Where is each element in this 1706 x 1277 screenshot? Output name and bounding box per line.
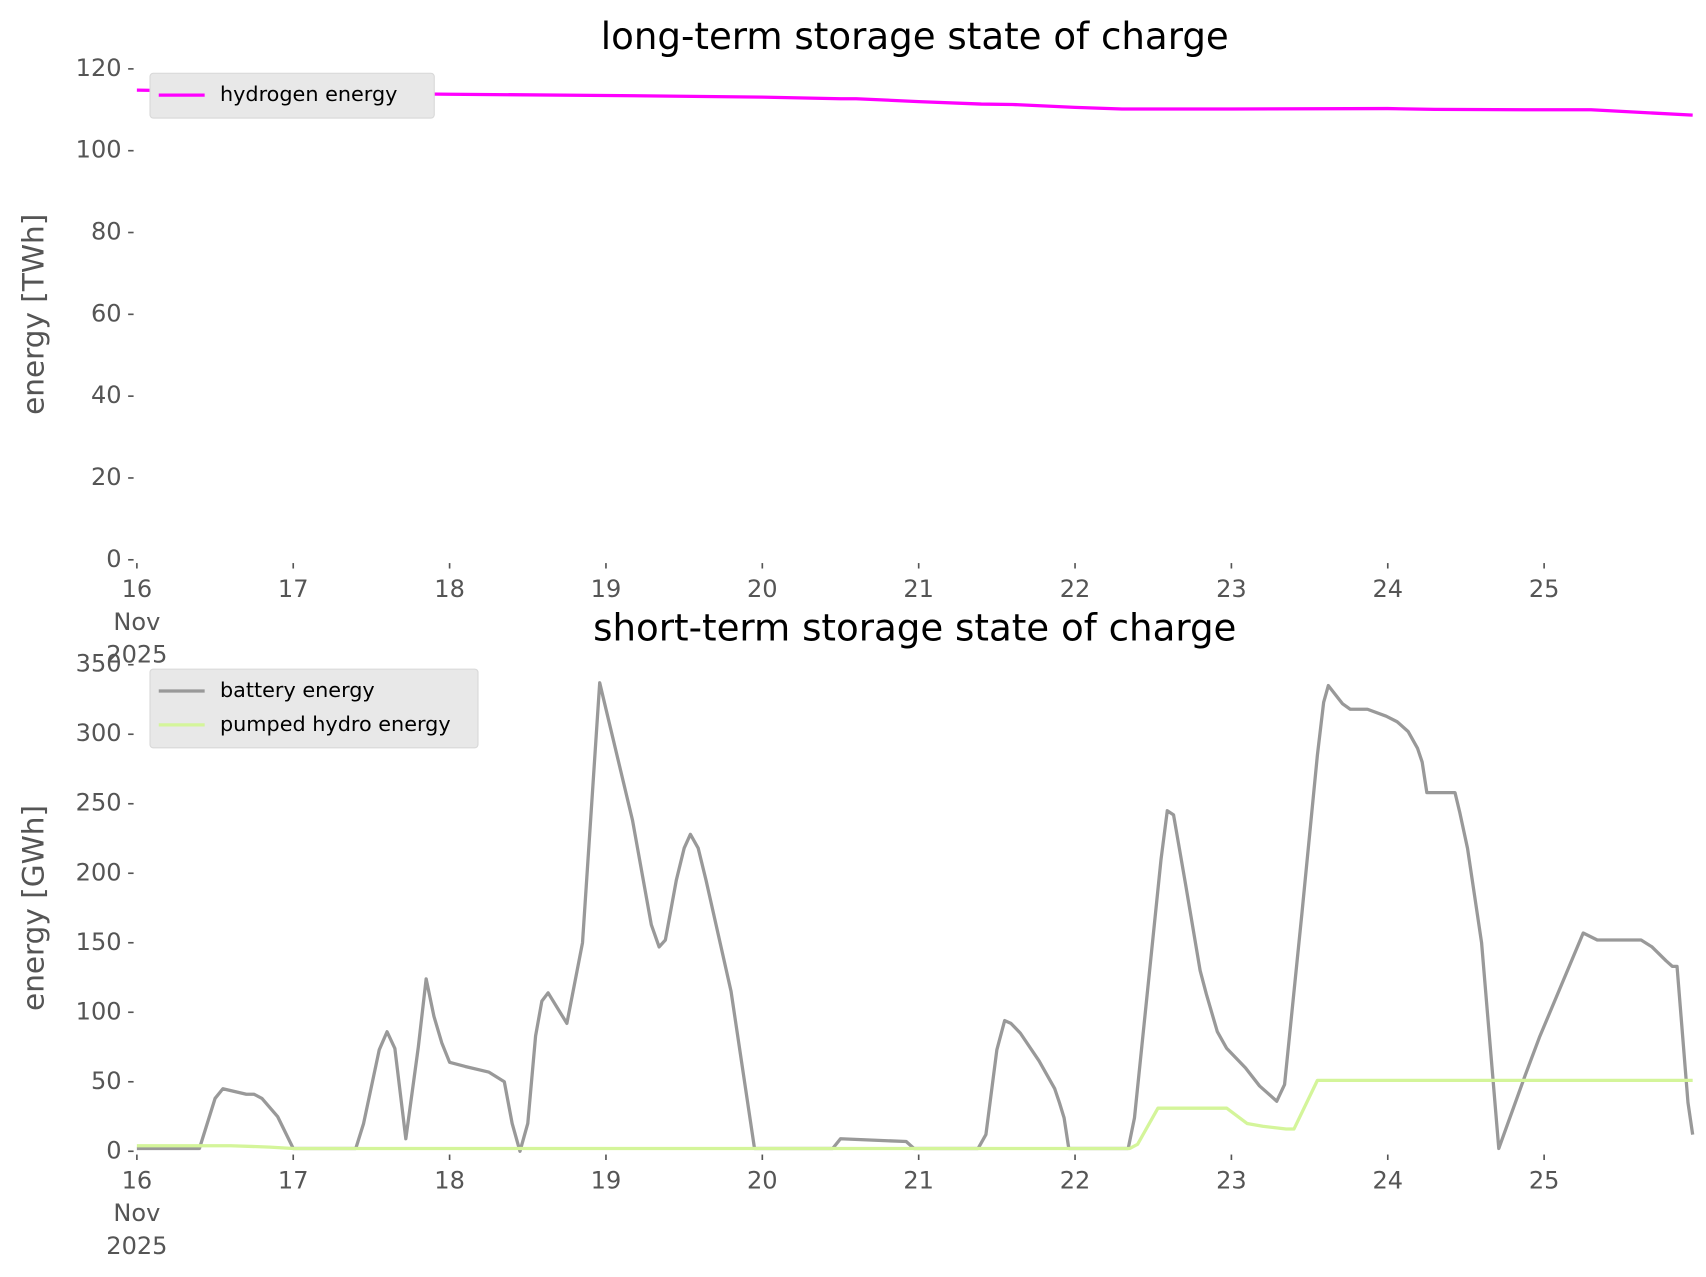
- x-tick-label: 17: [278, 1166, 309, 1194]
- x-tick-label: 24: [1372, 575, 1403, 603]
- x-tick-label: 20: [747, 1166, 778, 1194]
- legend-label: hydrogen energy: [220, 82, 397, 106]
- legend: battery energy pumped hydro energy: [149, 668, 479, 749]
- x-tick-label: 23: [1216, 1166, 1247, 1194]
- chart-title: long-term storage state of charge: [601, 14, 1229, 58]
- x-tick-label: 18: [434, 575, 465, 603]
- x-tick-label: 21: [903, 1166, 934, 1194]
- y-tick-label: 80: [91, 218, 122, 246]
- x-tick-label: 17: [278, 575, 309, 603]
- x-tick-label: 19: [591, 575, 622, 603]
- y-tick-label: 20: [91, 463, 122, 491]
- y-tick-label: 0: [106, 1136, 121, 1164]
- x-tick-label: 25: [1529, 1166, 1560, 1194]
- y-tick-label: 250: [76, 789, 122, 817]
- x-tick-label: 20: [747, 575, 778, 603]
- x-tick-label: 23: [1216, 575, 1247, 603]
- x-tick-label: 24: [1372, 1166, 1403, 1194]
- x-tick-label: 19: [591, 1166, 622, 1194]
- x-tick-label: 18: [434, 1166, 465, 1194]
- legend: hydrogen energy: [149, 72, 435, 119]
- y-tick-label: 300: [76, 719, 122, 747]
- x-tick-label: 16 Nov 2025: [106, 575, 167, 669]
- y-tick-label: 100: [76, 136, 122, 164]
- legend-label: battery energy: [220, 678, 375, 702]
- y-tick-label: 150: [76, 928, 122, 956]
- y-tick-label: 0: [106, 545, 121, 573]
- y-tick-label: 350: [76, 650, 122, 678]
- y-tick-label: 100: [76, 997, 122, 1025]
- data-line: [136, 681, 1695, 1153]
- legend-label: pumped hydro energy: [220, 712, 451, 736]
- x-tick-label: 22: [1060, 575, 1091, 603]
- x-tick-label: 16 Nov 2025: [106, 1166, 167, 1260]
- x-tick-label: 22: [1060, 1166, 1091, 1194]
- legend-box: [149, 668, 479, 749]
- y-axis-label: energy [TWh]: [17, 214, 51, 415]
- y-tick-label: 50: [91, 1067, 122, 1095]
- data-line: [136, 1078, 1693, 1151]
- y-axis-label: energy [GWh]: [17, 805, 51, 1011]
- y-tick-label: 40: [91, 381, 122, 409]
- data-line: [136, 88, 1693, 117]
- y-tick-label: 60: [91, 299, 122, 327]
- legend-box: [149, 72, 435, 119]
- x-tick-label: 25: [1529, 575, 1560, 603]
- y-tick-label: 120: [76, 54, 122, 82]
- y-tick-label: 200: [76, 858, 122, 886]
- chart-title: short-term storage state of charge: [593, 605, 1236, 649]
- x-tick-label: 21: [903, 575, 934, 603]
